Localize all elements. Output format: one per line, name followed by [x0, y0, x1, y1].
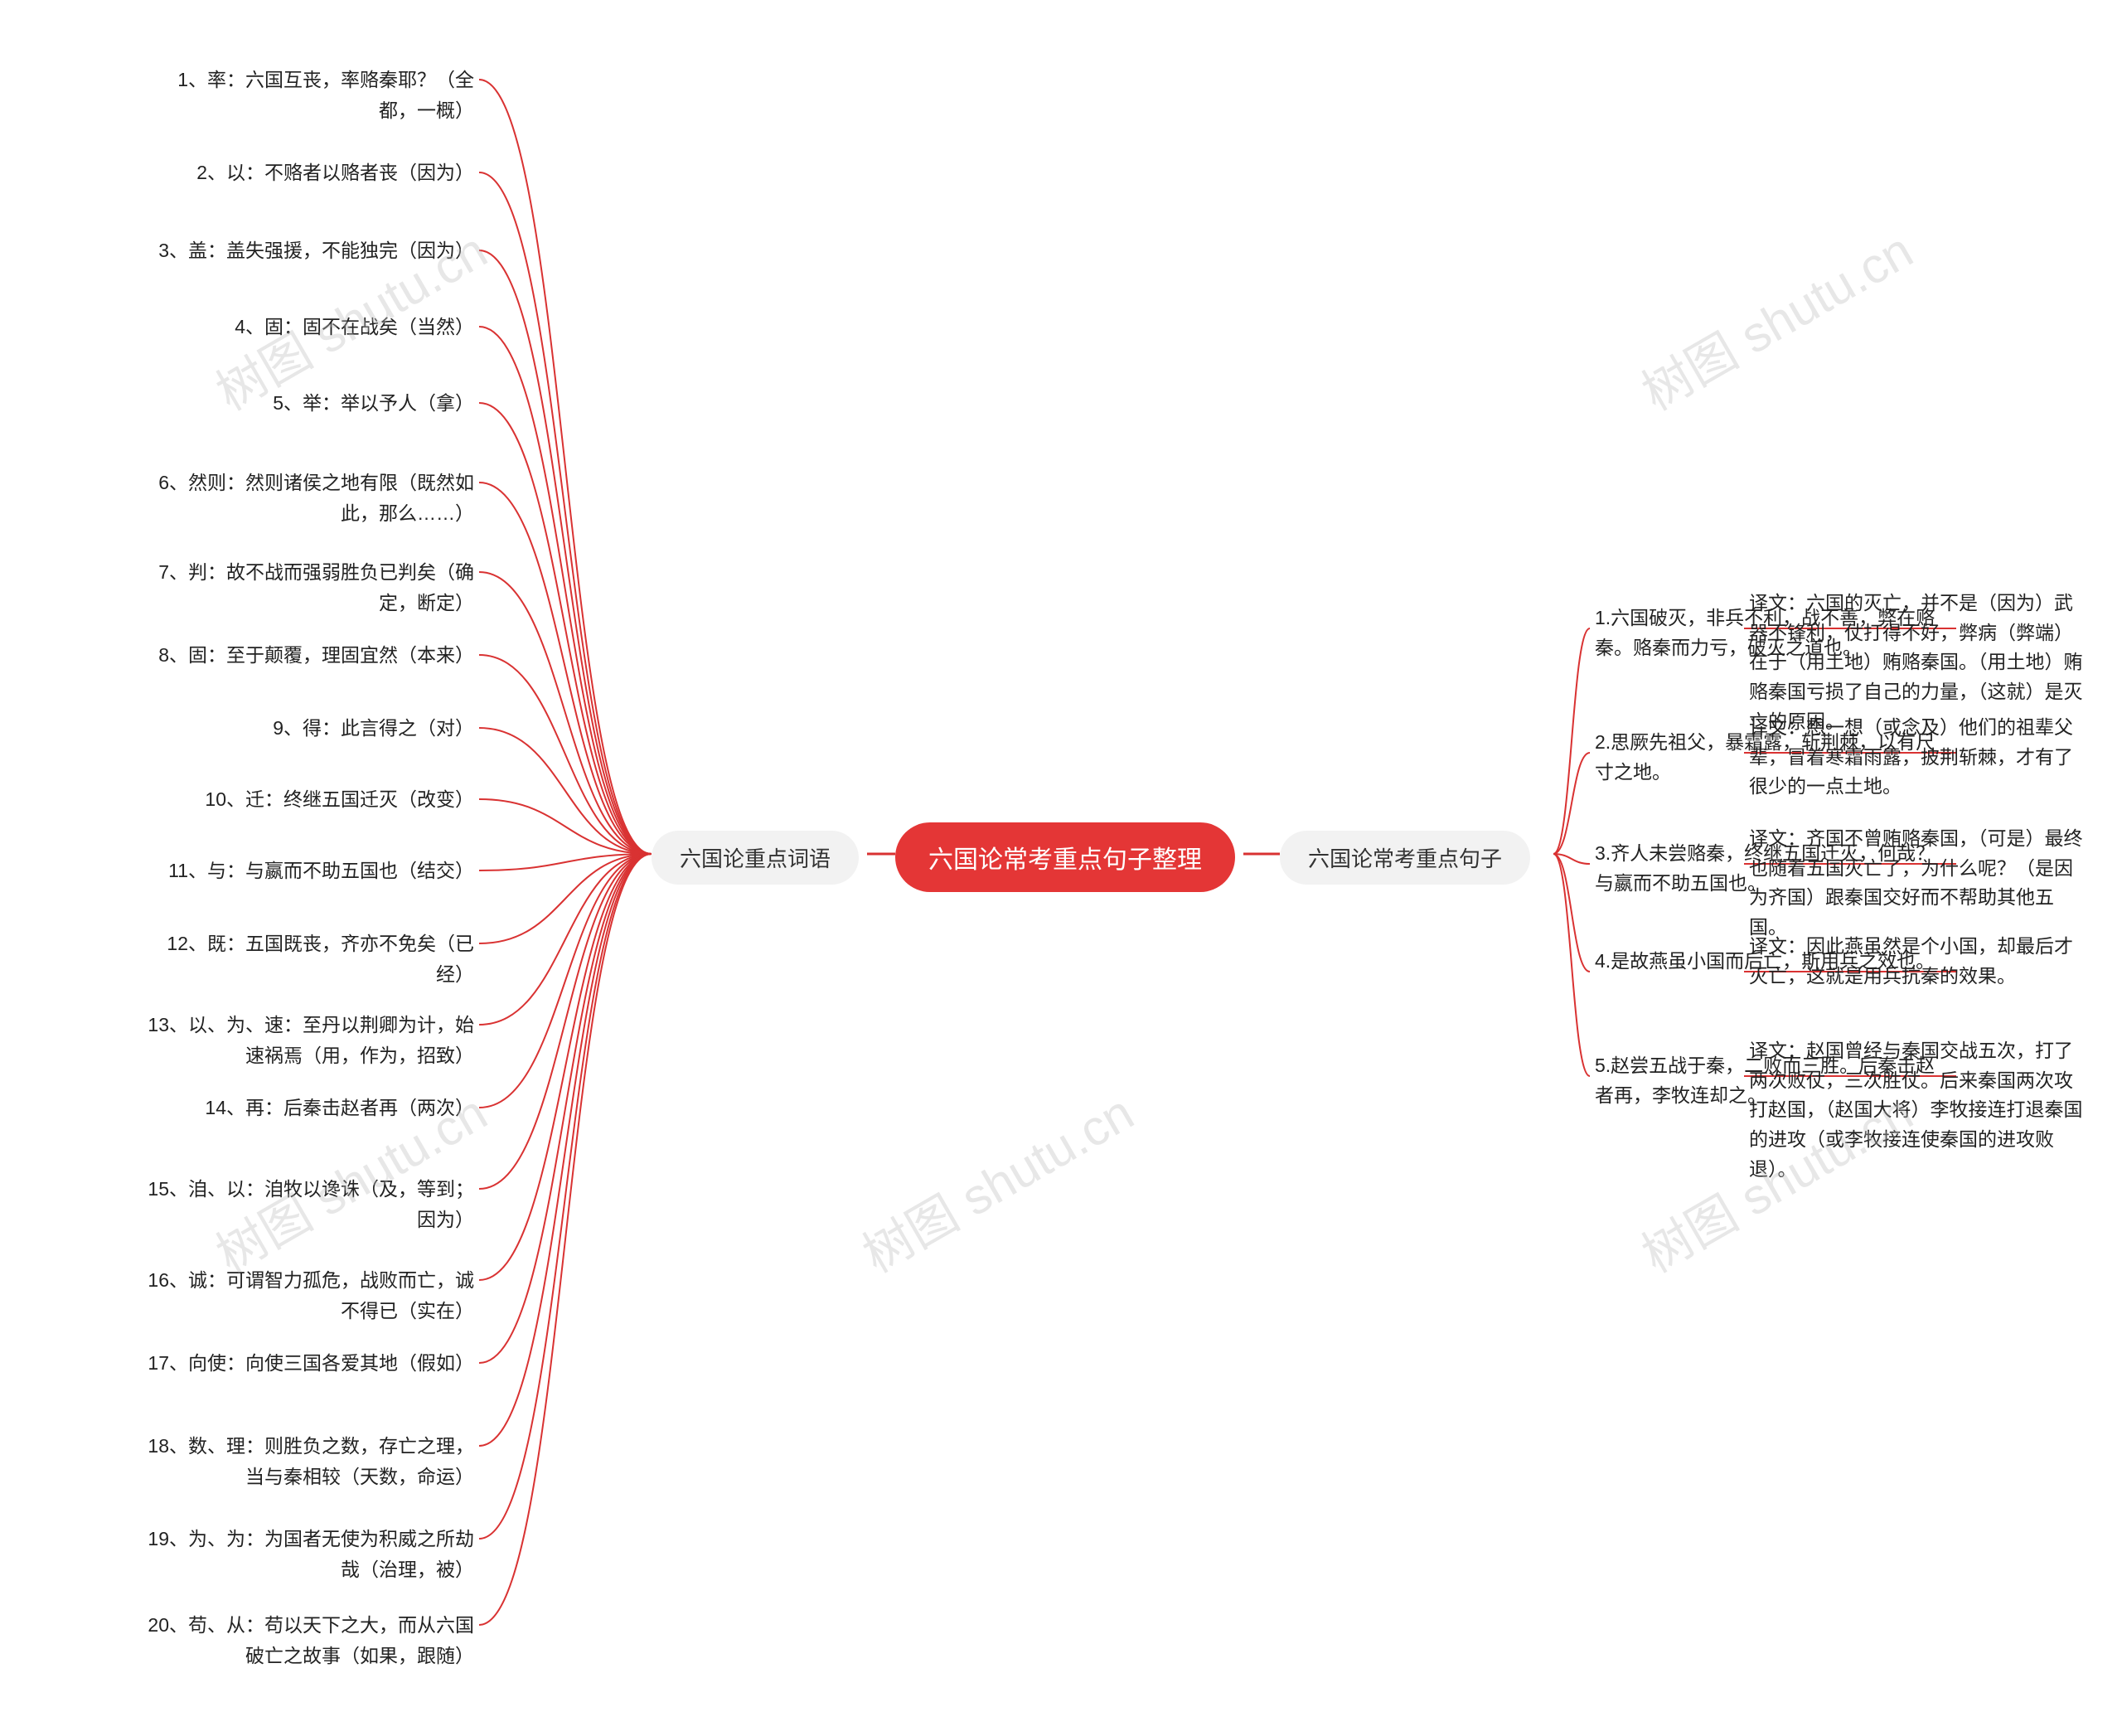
vocab-item: 19、为、为：为国者无使为积威之所劫哉（治理，被）	[143, 1524, 474, 1585]
vocab-item: 17、向使：向使三国各爱其地（假如）	[148, 1348, 474, 1379]
vocab-item: 11、与：与嬴而不助五国也（结交）	[168, 856, 474, 886]
translation-item: 译文：齐国不曾贿赂秦国，（可是）最终也随着五国灭亡了，为什么呢？（是因为齐国）跟…	[1749, 824, 2089, 943]
translation-item: 译文：赵国曾经与秦国交战五次，打了两次败仗，三次胜仗。后来秦国两次攻打赵国，（赵…	[1749, 1036, 2089, 1184]
vocab-item: 15、洎、以：洎牧以谗诛（及，等到；因为）	[143, 1174, 474, 1235]
vocab-item: 13、以、为、速：至丹以荆卿为计，始速祸焉（用，作为，招致）	[143, 1010, 474, 1071]
vocab-item: 12、既：五国既丧，齐亦不免矣（已经）	[143, 929, 474, 990]
branch-right: 六国论常考重点句子	[1280, 831, 1530, 885]
watermark: 树图 shutu.cn	[1627, 211, 1924, 424]
translation-item: 译文：想一想（或念及）他们的祖辈父辈，冒着寒霜雨露，披荆斩棘，才有了很少的一点土…	[1749, 713, 2089, 802]
vocab-item: 9、得：此言得之（对）	[273, 713, 474, 744]
vocab-item: 20、苟、从：苟以天下之大，而从六国破亡之故事（如果，跟随）	[143, 1610, 474, 1671]
vocab-item: 16、诚：可谓智力孤危，战败而亡，诚不得已（实在）	[143, 1265, 474, 1326]
vocab-item: 2、以：不赂者以赂者丧（因为）	[196, 158, 474, 188]
vocab-item: 6、然则：然则诸侯之地有限（既然如此，那么……）	[143, 468, 474, 529]
vocab-item: 10、迁：终继五国迁灭（改变）	[205, 784, 474, 815]
vocab-item: 5、举：举以予人（拿）	[273, 388, 474, 419]
branch-left: 六国论重点词语	[652, 831, 859, 885]
central-node: 六国论常考重点句子整理	[895, 822, 1235, 892]
watermark: 树图 shutu.cn	[848, 1074, 1145, 1287]
vocab-item: 1、率：六国互丧，率赂秦耶？（全都，一概）	[143, 65, 474, 126]
vocab-item: 7、判：故不战而强弱胜负已判矣（确定，断定）	[143, 557, 474, 618]
vocab-item: 3、盖：盖失强援，不能独完（因为）	[158, 235, 474, 266]
vocab-item: 8、固：至于颠覆，理固宜然（本来）	[158, 640, 474, 671]
translation-item: 译文：因此燕虽然是个小国，却最后才灭亡，这就是用兵抗秦的效果。	[1749, 932, 2089, 991]
vocab-item: 4、固：固不在战矣（当然）	[235, 312, 474, 342]
vocab-item: 14、再：后秦击赵者再（两次）	[205, 1093, 474, 1123]
mindmap-container: 六国论常考重点句子整理 六国论重点词语 六国论常考重点句子 1、率：六国互丧，率…	[0, 0, 2122, 1736]
vocab-item: 18、数、理：则胜负之数，存亡之理，当与秦相较（天数，命运）	[143, 1431, 474, 1492]
